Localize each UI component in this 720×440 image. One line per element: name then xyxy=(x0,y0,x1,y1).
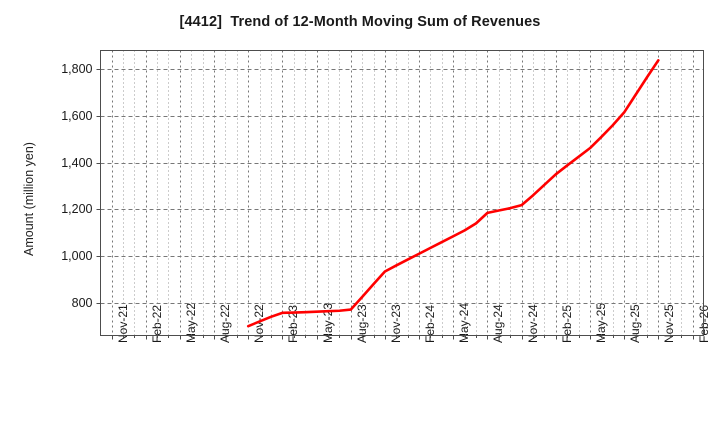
y-tick-label: 1,000 xyxy=(61,249,93,264)
x-axis-ticks xyxy=(112,335,694,340)
y-tick-label: 1,400 xyxy=(61,155,93,170)
y-tick-label: 1,600 xyxy=(61,108,93,123)
chart-title: [4412] Trend of 12-Month Moving Sum of R… xyxy=(179,14,541,30)
minor-vertical-gridlines xyxy=(123,50,682,336)
major-vertical-gridlines xyxy=(112,50,694,336)
y-tick-label: 1,800 xyxy=(61,62,93,77)
y-axis-ticks xyxy=(96,69,101,304)
plot-frame xyxy=(100,50,704,336)
horizontal-gridlines xyxy=(100,69,704,304)
y-tick-label: 1,200 xyxy=(61,202,93,217)
y-tick-label: 800 xyxy=(71,295,93,310)
revenue-trend-line xyxy=(246,59,660,328)
